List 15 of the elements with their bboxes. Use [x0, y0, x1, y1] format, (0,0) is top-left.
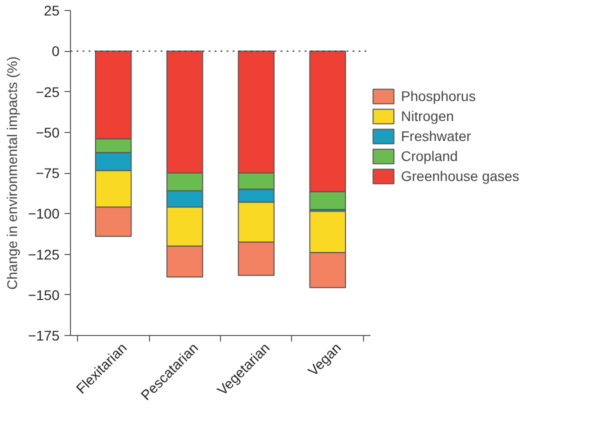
- y-tick-label: 0: [52, 43, 60, 60]
- y-tick-label: −25: [36, 84, 60, 100]
- legend-label: Nitrogen: [401, 108, 454, 124]
- legend-label: Greenhouse gases: [401, 168, 520, 184]
- y-tick-label: −50: [36, 124, 60, 140]
- y-tick-label: −175: [28, 328, 60, 344]
- legend-label: Freshwater: [401, 128, 472, 144]
- y-axis-title: Change in environmental impacts (%): [4, 56, 20, 290]
- y-tick-label: −125: [28, 246, 60, 262]
- legend-label: Cropland: [401, 148, 458, 164]
- y-tick-label: 25: [44, 2, 60, 18]
- y-tick-label: −100: [28, 206, 60, 222]
- legend-label: Phosphorus: [401, 88, 476, 104]
- y-tick-label: −75: [36, 165, 60, 181]
- y-tick-label: −150: [28, 286, 60, 303]
